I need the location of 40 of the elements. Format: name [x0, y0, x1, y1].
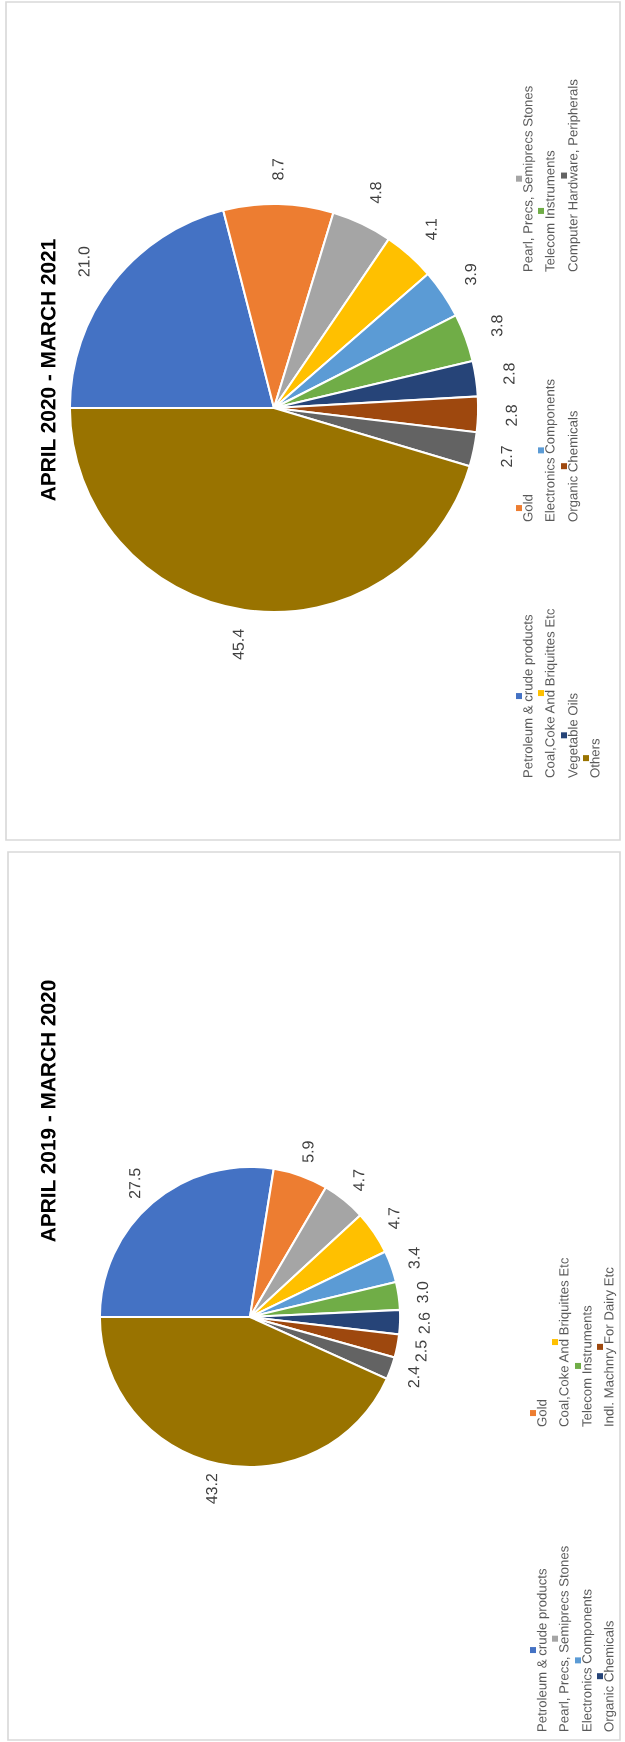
data-label: 3.8 [491, 315, 503, 337]
legend-label: Indl. Machnry For Dairy Etc [603, 1267, 617, 1426]
legend-label: Electronics Components [581, 1589, 595, 1731]
legend-label: Pearl, Precs, Semiprecs Stones [558, 1546, 572, 1731]
data-label: 27.5 [129, 1168, 141, 1199]
legend-label: Computer Hardware, Peripherals [567, 79, 581, 272]
legend-label: Gold [522, 494, 533, 522]
legend-label: Pearl, Precs, Semiprecs Stones [522, 86, 536, 271]
data-label: 3.4 [408, 1247, 420, 1269]
data-label: 2.6 [418, 1312, 430, 1334]
data-label: 4.7 [388, 1207, 400, 1229]
data-label: 5.9 [302, 1141, 314, 1163]
data-label: 4.1 [425, 219, 437, 241]
legend-label: Petroleum & crude products [536, 1568, 550, 1731]
legend-label: Electronics Components [544, 379, 558, 521]
legend-label: Gold [536, 1399, 547, 1427]
data-label: 2.4 [408, 1366, 420, 1388]
legend-label: Coal,Coke And Briquittes Etc [544, 608, 558, 778]
data-label: 3.9 [464, 264, 477, 285]
legend-label: Vegetable Oils [567, 693, 581, 778]
legend-label: Petroleum & crude products [522, 614, 536, 777]
data-label: 45.4 [232, 629, 244, 660]
data-label: 2.8 [503, 363, 515, 384]
data-label: 2.8 [505, 405, 517, 426]
data-label: 3.0 [416, 1281, 429, 1303]
legend-label: Telecom Instruments [544, 150, 555, 272]
legend-label: Organic Chemicals [603, 1621, 617, 1732]
data-label: 4.7 [353, 1169, 365, 1191]
legend-label: Coal,Coke And Briquittes Etc [558, 1257, 572, 1427]
chart-title: APRIL 2019 - MARCH 2020 [40, 980, 56, 1242]
text: APRIL 2020 - MARCH 2021 [40, 239, 56, 501]
legend-label: Others [589, 738, 600, 778]
data-label: 2.7 [500, 446, 512, 467]
legend-label: Organic Chemicals [567, 411, 581, 522]
data-label: 8.7 [272, 158, 284, 180]
data-label: 43.2 [205, 1473, 218, 1504]
legend-label: Telecom Instruments [581, 1305, 592, 1427]
data-label: 21.0 [78, 246, 90, 277]
data-label: 4.8 [370, 182, 382, 204]
data-label: 2.5 [415, 1340, 427, 1362]
